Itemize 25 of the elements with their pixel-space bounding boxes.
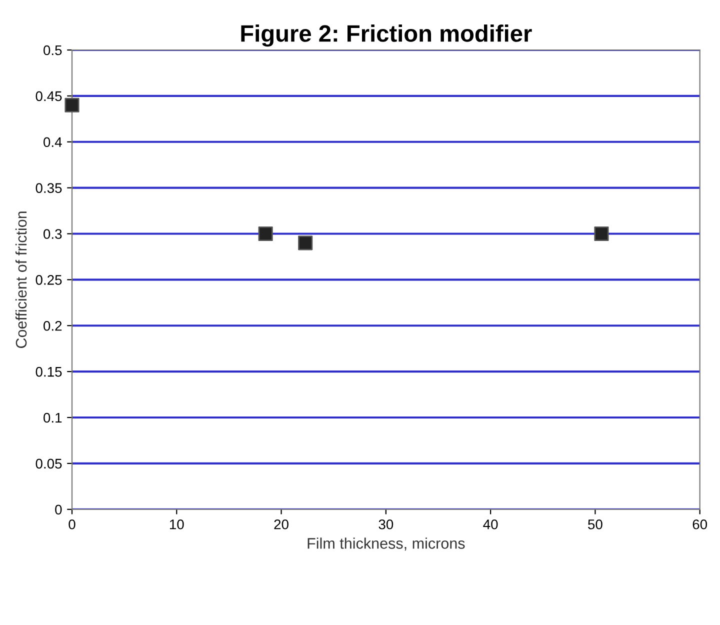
y-tick-label: 0.45 — [36, 91, 62, 102]
y-tick-label: 0.05 — [36, 458, 62, 469]
x-tick-label: 60 — [692, 519, 708, 530]
y-tick-label: 0.1 — [44, 412, 62, 423]
point — [594, 226, 609, 242]
x-tick-label: 20 — [274, 519, 288, 530]
y-tick-label: 0.15 — [36, 366, 62, 377]
x-axis-title: Film thickness, microns — [308, 538, 465, 551]
y-axis-title: Coefficient of friction — [15, 212, 27, 348]
y-tick-label: 0.35 — [36, 183, 62, 193]
y-tick-label: 0.5 — [44, 45, 62, 56]
x-tick-label: 30 — [378, 519, 394, 530]
y-tick-label: 0.25 — [36, 275, 62, 285]
x-tick-label: 50 — [588, 519, 602, 530]
chart-title: Figure 2: Friction modifier — [241, 24, 532, 47]
point — [298, 236, 313, 250]
y-tick-label: 0.3 — [44, 229, 62, 239]
x-tick-label: 10 — [170, 519, 184, 530]
point — [64, 98, 80, 112]
x-tick-label: 40 — [483, 519, 498, 530]
y-tick-label: 0.2 — [44, 320, 62, 331]
x-tick-label: 0 — [68, 519, 76, 530]
point — [258, 226, 273, 242]
y-tick-label: 0.4 — [44, 137, 62, 148]
y-tick-label: 0 — [55, 504, 62, 515]
